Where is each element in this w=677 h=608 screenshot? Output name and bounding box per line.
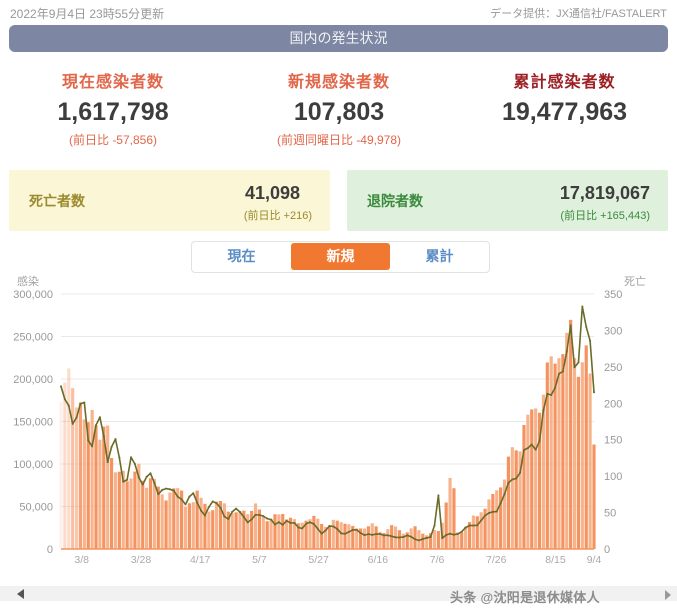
svg-text:6/16: 6/16 [368,554,389,566]
svg-text:300: 300 [604,325,622,337]
svg-text:250: 250 [604,362,622,374]
svg-text:7/26: 7/26 [486,554,507,566]
svg-text:100: 100 [604,471,622,483]
svg-text:200: 200 [604,398,622,410]
svg-text:5/27: 5/27 [308,554,329,566]
svg-text:100,000: 100,000 [13,459,53,471]
svg-text:300,000: 300,000 [13,289,53,301]
svg-text:250,000: 250,000 [13,332,53,344]
svg-text:4/17: 4/17 [190,554,211,566]
svg-text:0: 0 [47,544,53,556]
svg-text:8/15: 8/15 [545,554,566,566]
svg-text:3/8: 3/8 [74,554,89,566]
svg-text:0: 0 [604,544,610,556]
svg-text:50: 50 [604,508,616,520]
svg-text:350: 350 [604,289,622,301]
svg-text:150,000: 150,000 [13,417,53,429]
svg-text:3/28: 3/28 [131,554,152,566]
svg-text:5/7: 5/7 [252,554,267,566]
svg-text:200,000: 200,000 [13,374,53,386]
svg-text:7/6: 7/6 [430,554,445,566]
svg-text:9/4: 9/4 [587,554,602,566]
svg-text:150: 150 [604,435,622,447]
svg-text:50,000: 50,000 [19,502,53,514]
